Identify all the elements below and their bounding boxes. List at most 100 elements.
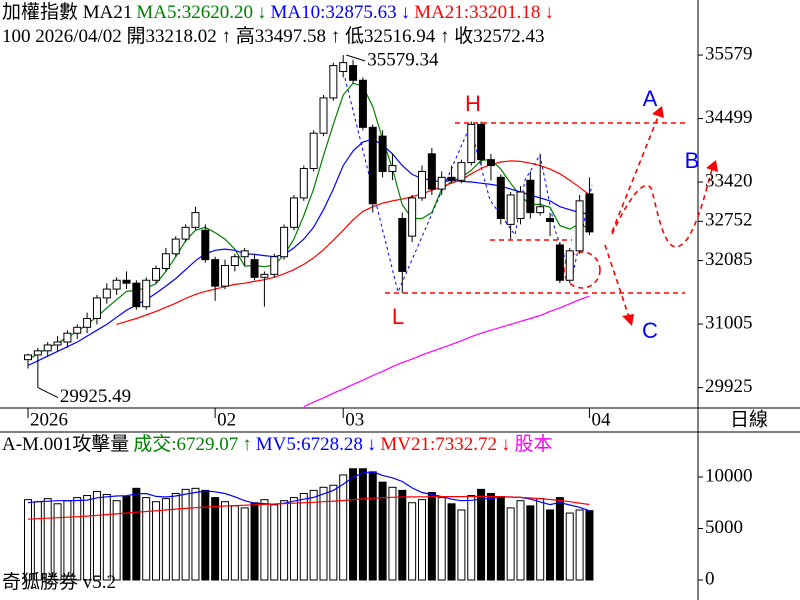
pattern-label: C [642, 318, 658, 343]
arrow-a [611, 111, 661, 233]
volume-bar [437, 497, 446, 581]
footer: 奇狐勝券 v5.2 [2, 572, 120, 594]
arrowhead [652, 106, 664, 118]
volume-bar [230, 505, 239, 581]
candle-body [73, 326, 82, 334]
volume-bar [63, 500, 72, 581]
candle-body [555, 244, 564, 281]
y-tick-label: 32085 [705, 249, 753, 270]
volume-bar [585, 510, 594, 581]
info-line: 100 2026/04/02 開33218.02 ↑ 高33497.58 ↑ 低… [2, 26, 545, 47]
volume-bar [378, 481, 387, 581]
candle-body [33, 350, 42, 356]
volume-bar [496, 496, 505, 581]
volume-bar [457, 509, 466, 581]
volume-bar [339, 474, 348, 581]
candle-body [536, 206, 545, 214]
candle-body [309, 132, 318, 170]
volume-bar [447, 503, 456, 581]
candle-body [546, 217, 555, 222]
leader [346, 54, 366, 62]
pattern-label: L [392, 304, 404, 329]
volume-bar [506, 507, 515, 581]
candle-body [43, 344, 52, 352]
volume-bar [250, 502, 259, 581]
volume-bar [280, 500, 289, 581]
panel-title: A-M.001攻擊量 [2, 434, 130, 455]
legend-label: MA5:32620.20 [136, 2, 254, 23]
y-tick-label: 5000 [705, 517, 743, 538]
candle-body [526, 179, 535, 214]
legend-arrow: ↓ [400, 2, 411, 23]
volume-bar [309, 489, 318, 581]
y-tick-label: 10000 [705, 465, 753, 486]
header-line: 100 2026/04/02 開33218.02 ↑ 高33497.58 ↑ 低… [2, 26, 549, 48]
volume-bar [299, 492, 308, 581]
legend-arrow: ↓ [257, 2, 267, 23]
candle-body [486, 159, 495, 167]
candle-body [339, 62, 348, 72]
candle-body [92, 297, 101, 319]
volume-bar [33, 501, 42, 581]
candle-body [280, 226, 289, 258]
volume-bar [575, 509, 584, 581]
volume-bar [260, 499, 269, 581]
candle-body [506, 194, 515, 225]
volume-bar [53, 503, 62, 581]
volume-bar [132, 487, 141, 581]
x-tick-label: 03 [345, 409, 364, 430]
volume-bar [398, 489, 407, 581]
candle-body [329, 65, 338, 99]
legend-label: 成交:6729.07 [133, 434, 239, 455]
ma-line [27, 495, 590, 520]
candle-body [24, 354, 32, 361]
candle-body [53, 341, 62, 346]
candle-body [496, 176, 505, 219]
highlight-circle [563, 251, 601, 289]
volume-bar [477, 488, 486, 581]
candle-body [132, 282, 141, 308]
volume-bar [329, 484, 338, 581]
volume-bar [112, 500, 121, 581]
legend-label: MA10:32875.63 [270, 2, 397, 23]
candle-body [447, 176, 456, 181]
ma-line [27, 138, 590, 367]
candle-body [211, 259, 220, 287]
candle-body [191, 212, 200, 228]
arrowhead [706, 160, 718, 172]
volume-bar [191, 487, 200, 581]
pattern-label: H [465, 91, 481, 116]
candle-body [349, 65, 358, 81]
pattern-label: B [685, 148, 700, 173]
candle-body [289, 197, 298, 228]
volume-bar [211, 497, 220, 581]
candle-body [378, 135, 387, 172]
y-tick-label: 0 [705, 568, 715, 589]
volume-bar [43, 498, 52, 581]
volume-bar [516, 500, 525, 581]
x-tick-label: 04 [591, 409, 611, 430]
candle-body [437, 176, 446, 190]
candle-body [585, 193, 594, 233]
candle-body [565, 250, 574, 281]
legend-arrow: ↓ [544, 2, 554, 23]
pattern-label: A [643, 86, 658, 111]
candle-body [201, 229, 210, 261]
path-b [611, 165, 714, 248]
y-tick-label: 34499 [705, 107, 753, 128]
ma-line [27, 471, 590, 512]
volume-bar [171, 492, 180, 581]
candle-body [575, 200, 584, 252]
candle-body [240, 250, 249, 258]
volume-bar [319, 486, 328, 581]
volume-bar [536, 498, 545, 581]
volume-bar [289, 497, 298, 581]
legend-arrow: ↓ [501, 434, 511, 455]
volume-bar [467, 495, 476, 581]
candle-body [83, 317, 92, 328]
candle-body [319, 97, 328, 134]
volume-bar [83, 495, 92, 581]
volume-bar [358, 468, 367, 581]
